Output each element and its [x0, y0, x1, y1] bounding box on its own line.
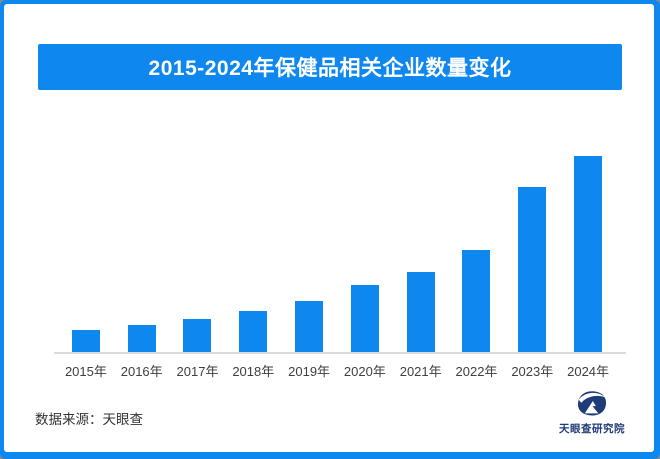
- bar-2021年: [393, 272, 449, 352]
- bar: [295, 301, 324, 352]
- x-tick-label: 2023年: [511, 364, 554, 379]
- tianyancha-logo: 天眼查研究院: [554, 389, 630, 436]
- bar: [406, 272, 435, 352]
- tianyancha-logo-text: 天眼查研究院: [559, 423, 625, 435]
- bar-2024年: [560, 156, 616, 352]
- tianyancha-logo-icon: [577, 391, 607, 416]
- bar: [183, 319, 212, 352]
- bar-2020年: [337, 285, 393, 352]
- x-axis-labels: 2015年 2016年 2017年 2018年 2019年 2020年 2021年 2022年…: [58, 361, 616, 380]
- bar: [574, 156, 603, 352]
- bar-2019年: [281, 301, 337, 352]
- x-tick-label: 2021年: [399, 364, 442, 379]
- bar-2016年: [114, 325, 170, 352]
- bar: [462, 250, 491, 352]
- bar: [518, 187, 547, 352]
- bar: [127, 325, 156, 352]
- x-tick-label: 2017年: [176, 364, 219, 379]
- x-tick-label: 2020年: [343, 364, 386, 379]
- bar-2018年: [225, 311, 281, 352]
- bar: [350, 285, 379, 352]
- x-axis-line: [54, 352, 626, 354]
- bar-2023年: [504, 187, 560, 352]
- x-tick-label: 2016年: [120, 364, 163, 379]
- chart-title-banner: 2015-2024年保健品相关企业数量变化: [38, 44, 622, 90]
- x-tick-label: 2022年: [455, 364, 498, 379]
- x-tick-label: 2018年: [232, 364, 275, 379]
- bar: [239, 311, 268, 352]
- x-tick-label: 2019年: [288, 364, 331, 379]
- chart-title: 2015-2024年保健品相关企业数量变化: [148, 57, 512, 80]
- bar: [71, 330, 100, 352]
- x-tick-label: 2024年: [567, 364, 610, 379]
- card-body: 2015-2024年保健品相关企业数量变化 2015年 2016年 2017年 201…: [4, 4, 654, 452]
- x-tick-label: 2015年: [64, 364, 107, 379]
- bar-2015年: [58, 330, 114, 352]
- bar-chart: [58, 152, 616, 352]
- bar-2022年: [449, 250, 505, 352]
- data-source-text: 数据来源：天眼查: [35, 412, 143, 427]
- bar-2017年: [170, 319, 226, 352]
